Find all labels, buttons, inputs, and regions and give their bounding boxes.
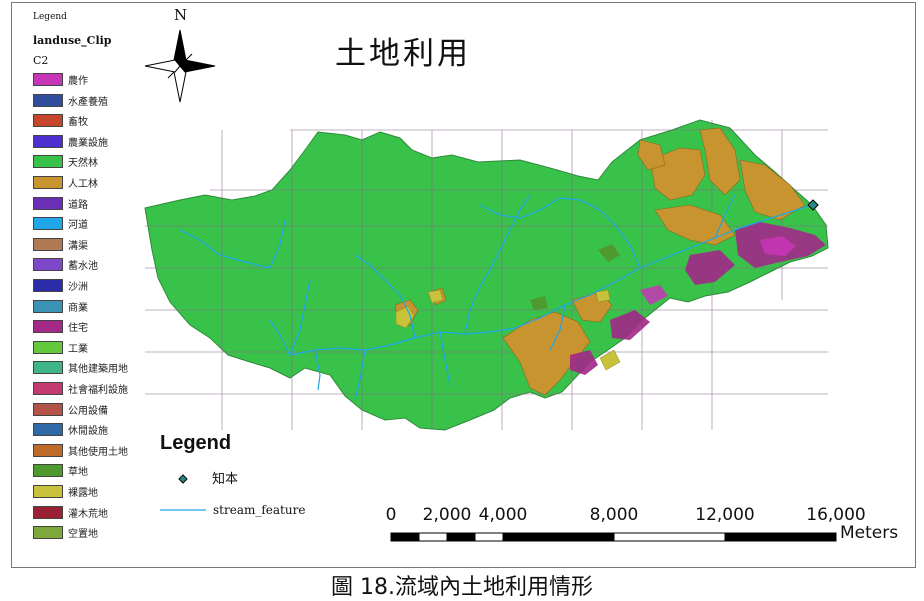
planted-forest-patches <box>394 127 806 396</box>
legend-swatch <box>33 134 63 148</box>
legend-item: 溝渠 <box>33 237 88 252</box>
legend-swatch <box>33 443 63 457</box>
scale-bar <box>390 532 837 542</box>
legend-swatch <box>33 464 63 478</box>
legend-item-label: 裸露地 <box>68 488 98 499</box>
stream-network <box>179 194 813 401</box>
legend-item: 工業 <box>33 340 88 355</box>
legend-item: 人工林 <box>33 176 98 190</box>
legend-swatch <box>33 485 63 498</box>
legend-item: 休閒設施 <box>33 423 108 438</box>
legend-item-label: 空置地 <box>68 529 98 541</box>
legend-item: 住宅 <box>33 320 88 335</box>
legend-point-label: 知本 <box>212 472 239 487</box>
legend-item-label: 商業 <box>68 302 88 314</box>
scale-label-8000: 8,000 <box>589 505 639 525</box>
legend-swatch <box>33 505 63 519</box>
scale-label-0: 0 <box>385 505 397 525</box>
legend-item-label: 天然林 <box>68 158 98 170</box>
legend-item: 商業 <box>33 299 88 314</box>
legend-item-label: 灌木荒地 <box>68 508 108 520</box>
legend-swatch <box>33 73 63 86</box>
legend-item-label: 休閒設施 <box>68 426 108 438</box>
legend-item: 灌木荒地 <box>33 505 108 520</box>
legend-item-label: 草地 <box>68 467 88 479</box>
legend-swatch <box>33 237 63 251</box>
map-title: 土地利用 <box>335 36 471 72</box>
legend-swatch <box>33 299 63 313</box>
legend-line-label: stream_feature <box>213 503 306 517</box>
legend-item: 農作 <box>33 73 88 87</box>
legend-swatch <box>33 93 63 107</box>
grassland-patches <box>530 244 620 310</box>
legend-swatch <box>33 382 63 395</box>
scale-label-4000: 4,000 <box>478 505 528 525</box>
legend-item-label: 社會福利設施 <box>68 385 128 396</box>
legend-item: 畜牧 <box>33 114 88 129</box>
legend-item: 道路 <box>33 196 88 211</box>
legend-swatch <box>33 279 63 292</box>
legend-item-label: 畜牧 <box>68 117 88 129</box>
zhiben-point-marker <box>807 199 819 211</box>
landuse-field-name: C2 <box>33 54 49 67</box>
bare-land-patches <box>395 289 621 371</box>
legend-item-label: 人工林 <box>68 179 98 190</box>
legend-item-label: 住宅 <box>68 323 88 335</box>
legend-item: 天然林 <box>33 155 98 170</box>
legend-item: 公用設備 <box>33 402 108 417</box>
legend-swatch <box>33 340 63 354</box>
legend-point-symbol <box>178 474 188 484</box>
legend-item-label: 溝渠 <box>68 240 88 252</box>
figure-caption: 圖 18.流域內土地利用情形 <box>331 575 593 600</box>
legend-swatch <box>33 114 63 128</box>
legend-item-label: 工業 <box>68 343 88 355</box>
legend-swatch <box>33 402 63 416</box>
scale-label-12000: 12,000 <box>695 505 755 525</box>
legend-swatch <box>33 423 63 437</box>
landuse-layer-name: landuse_Clip <box>33 34 112 47</box>
legend-swatch <box>33 258 63 272</box>
legend-item: 其他建築用地 <box>33 361 128 376</box>
legend-item-label: 蓄水池 <box>68 261 98 273</box>
legend-item: 農業設施 <box>33 134 108 149</box>
legend-item-label: 沙洲 <box>68 282 88 293</box>
legend-item: 水產養殖 <box>33 93 108 108</box>
legend-item-label: 其他使用土地 <box>68 446 128 458</box>
legend-item-label: 農作 <box>68 76 88 87</box>
legend-item: 其他使用土地 <box>33 443 128 458</box>
legend-item-label: 公用設備 <box>68 405 108 417</box>
legend-item-label: 農業設施 <box>68 137 108 149</box>
scale-label-2000: 2,000 <box>422 505 472 525</box>
legend-item: 草地 <box>33 464 88 479</box>
legend-item: 空置地 <box>33 526 98 541</box>
legend-item: 沙洲 <box>33 279 88 293</box>
legend-swatch <box>33 320 63 334</box>
legend-swatch <box>33 217 63 231</box>
north-arrow-icon <box>144 29 216 103</box>
legend-item-label: 道路 <box>68 199 88 211</box>
scale-label-16000: 16,000 <box>806 505 866 525</box>
legend-item: 社會福利設施 <box>33 382 128 396</box>
legend-swatch <box>33 176 63 189</box>
legend-item-label: 其他建築用地 <box>68 364 128 376</box>
legend-item: 蓄水池 <box>33 258 98 273</box>
legend-swatch <box>33 361 63 375</box>
legend-swatch <box>33 155 63 169</box>
landuse-legend-header: Legend <box>33 12 67 22</box>
legend-item: 裸露地 <box>33 485 98 499</box>
legend-item-label: 水產養殖 <box>68 96 108 108</box>
legend-swatch <box>33 526 63 540</box>
scale-unit: Meters <box>840 523 899 543</box>
legend-swatch <box>33 196 63 210</box>
legend-item: 河道 <box>33 217 88 232</box>
feature-legend-title: Legend <box>160 432 232 454</box>
north-label: N <box>174 6 188 24</box>
legend-item-label: 河道 <box>68 220 88 232</box>
agriculture-patches <box>640 236 796 305</box>
